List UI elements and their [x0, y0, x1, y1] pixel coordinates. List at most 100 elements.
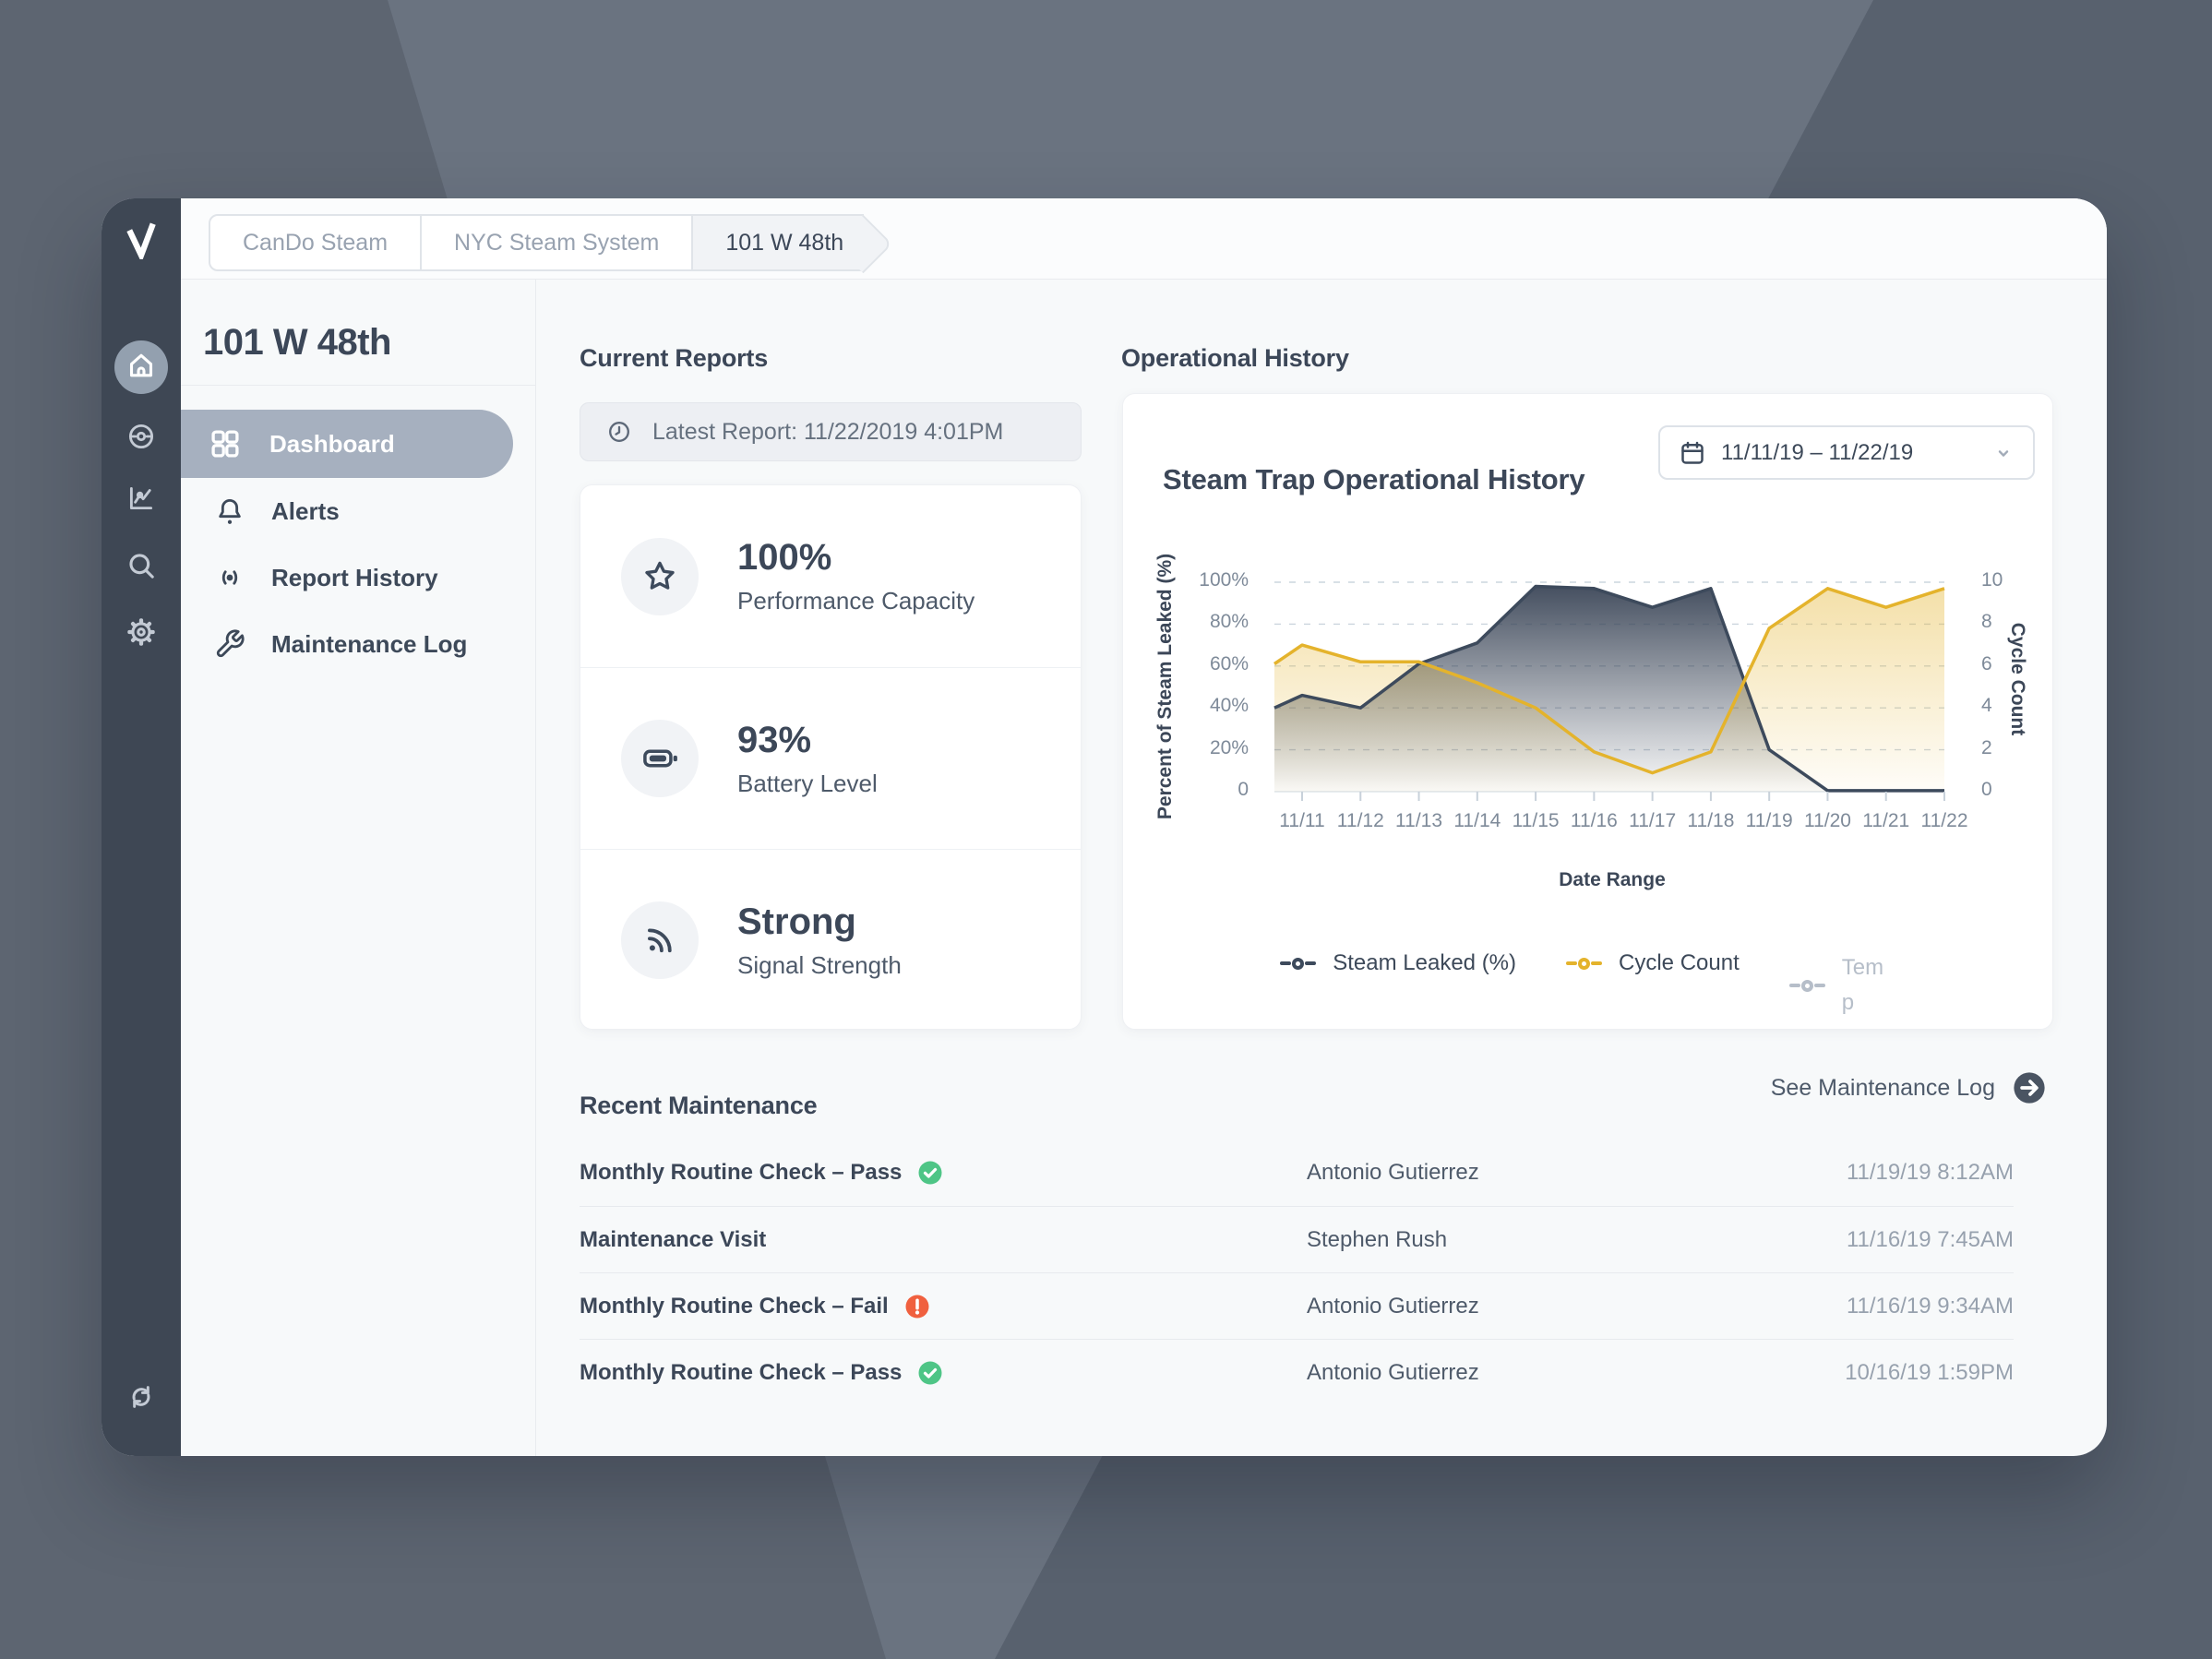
stat-signal-strength: Strong Signal Strength — [580, 849, 1081, 1031]
search-icon — [126, 550, 157, 586]
legend-item-cycle-count[interactable]: Cycle Count — [1566, 950, 1740, 976]
right-axis-label: Cycle Count — [2007, 622, 2028, 736]
refresh-icon — [126, 1382, 156, 1416]
stat-label: Battery Level — [737, 769, 878, 797]
maintenance-date: 11/19/19 8:12AM — [1846, 1160, 2014, 1185]
sidebar-gauge-button[interactable] — [117, 414, 165, 462]
maintenance-date: 11/16/19 9:34AM — [1846, 1293, 2014, 1319]
star-icon — [621, 537, 699, 615]
bell-icon — [214, 495, 245, 527]
axis-tick-label: 60% — [1209, 652, 1249, 674]
axis-tick-label: 2 — [1981, 736, 1992, 758]
gear-icon — [126, 616, 157, 652]
see-maintenance-log-link[interactable]: See Maintenance Log — [1771, 1068, 2047, 1108]
breadcrumb-cando-steam[interactable]: CanDo Steam — [209, 214, 423, 271]
steam-trap-chart: Percent of Steam Leaked (%) Cycle Count — [1123, 394, 2052, 1029]
alert-circle-icon — [903, 1293, 931, 1320]
maintenance-table: Monthly Routine Check – Pass Antonio Gut… — [580, 1140, 2014, 1405]
breadcrumb-bar: CanDo Steam NYC Steam System 101 W 48th — [181, 198, 2107, 280]
sidebar-analytics-button[interactable] — [117, 476, 165, 524]
grid-icon — [209, 427, 242, 460]
sidebar-home-button[interactable] — [114, 340, 168, 394]
legend-marker-icon — [1788, 979, 1825, 992]
maintenance-name: Maintenance Visit — [580, 1226, 767, 1252]
nav-item-dashboard[interactable]: Dashboard — [181, 410, 513, 478]
current-reports-heading: Current Reports — [580, 344, 769, 373]
axis-tick-label: 6 — [1981, 652, 1992, 674]
stat-label: Performance Capacity — [737, 587, 975, 615]
stat-battery-level: 93% Battery Level — [580, 667, 1081, 849]
chart-title: Steam Trap Operational History — [1163, 463, 1585, 495]
nav-item-alerts[interactable]: Alerts — [181, 478, 535, 544]
maintenance-name: Monthly Routine Check – Pass — [580, 1359, 903, 1385]
maintenance-person: Stephen Rush — [1307, 1226, 1448, 1252]
axis-tick-label: 0 — [1238, 779, 1249, 800]
table-row[interactable]: Monthly Routine Check – Pass Antonio Gut… — [580, 1140, 2014, 1206]
axis-tick-label: 100% — [1199, 569, 1249, 591]
legend-item-temp[interactable]: Temp — [1788, 950, 1895, 1021]
home-icon — [126, 350, 157, 386]
table-row[interactable]: Monthly Routine Check – Pass Antonio Gut… — [580, 1339, 2014, 1405]
cando-logo-icon — [126, 222, 157, 264]
broadcast-icon — [214, 562, 245, 593]
nav-item-report-history[interactable]: Report History — [181, 544, 535, 611]
battery-icon — [621, 720, 699, 797]
gauge-icon — [126, 421, 157, 457]
axis-tick-label: 11/15 — [1512, 810, 1560, 831]
chevron-down-icon — [1992, 442, 2015, 464]
stat-value: Strong — [737, 901, 856, 942]
legend-marker-icon — [1566, 957, 1603, 970]
axis-tick-label: 40% — [1209, 695, 1249, 717]
axis-tick-label: 10 — [1981, 569, 2003, 591]
recent-maintenance-heading: Recent Maintenance — [580, 1092, 818, 1120]
table-row[interactable]: Monthly Routine Check – Fail Antonio Gut… — [580, 1272, 2014, 1339]
line-chart-icon — [126, 483, 157, 519]
stat-value: 100% — [737, 537, 832, 578]
maintenance-person: Antonio Gutierrez — [1307, 1160, 1479, 1185]
sidebar-settings-button[interactable] — [117, 610, 165, 658]
app-window: CanDo Steam NYC Steam System 101 W 48th … — [102, 198, 2107, 1456]
dashboard-content: Current Reports Latest Report: 11/22/201… — [536, 280, 2107, 1456]
axis-tick-label: 20% — [1209, 736, 1249, 758]
table-row[interactable]: Maintenance Visit Stephen Rush 11/16/19 … — [580, 1206, 2014, 1272]
date-range-select[interactable]: 11/11/19 – 11/22/19 — [1658, 425, 2035, 480]
calendar-icon — [1679, 439, 1706, 467]
check-circle-icon — [916, 1159, 944, 1187]
sidebar-refresh-button[interactable] — [117, 1375, 165, 1423]
building-title: 101 W 48th — [203, 322, 391, 363]
breadcrumb-nyc-steam-system[interactable]: NYC Steam System — [420, 214, 694, 271]
panel-divider — [181, 385, 535, 386]
stat-performance-capacity: 100% Performance Capacity — [580, 485, 1081, 667]
legend-marker-icon — [1280, 957, 1317, 970]
nav-item-maintenance-log[interactable]: Maintenance Log — [181, 611, 535, 677]
icon-sidebar — [102, 198, 181, 1456]
nav-item-label: Maintenance Log — [271, 629, 468, 658]
axis-tick-label: 8 — [1981, 611, 1992, 633]
legend-label: Cycle Count — [1619, 950, 1740, 975]
axis-tick-label: 0 — [1981, 779, 1992, 800]
nav-item-label: Dashboard — [269, 429, 395, 458]
axis-tick-label: 11/20 — [1803, 810, 1851, 831]
maintenance-name: Monthly Routine Check – Fail — [580, 1293, 889, 1319]
axis-tick-label: 11/18 — [1687, 810, 1735, 831]
stats-card: 100% Performance Capacity 93% Battery Le… — [580, 484, 1082, 1030]
axis-tick-label: 11/17 — [1629, 810, 1677, 831]
check-circle-icon — [916, 1359, 944, 1387]
maintenance-person: Antonio Gutierrez — [1307, 1293, 1479, 1319]
nav-item-label: Report History — [271, 563, 438, 591]
axis-tick-label: 11/22 — [1920, 810, 1968, 831]
breadcrumb-101-w-48th[interactable]: 101 W 48th — [691, 214, 865, 271]
stat-label: Signal Strength — [737, 950, 902, 979]
axis-tick-label: 11/12 — [1336, 810, 1384, 831]
axis-tick-label: 11/14 — [1453, 810, 1501, 831]
legend-label: Temp — [1841, 955, 1884, 1016]
clock-icon — [606, 419, 632, 445]
legend-item-steam-leaked[interactable]: Steam Leaked (%) — [1280, 950, 1516, 976]
wrench-icon — [214, 628, 245, 660]
sidebar-search-button[interactable] — [117, 543, 165, 591]
latest-report-banner: Latest Report: 11/22/2019 4:01PM — [580, 402, 1082, 461]
latest-report-text: Latest Report: 11/22/2019 4:01PM — [652, 418, 1004, 445]
maintenance-name: Monthly Routine Check – Pass — [580, 1160, 903, 1185]
axis-tick-label: 4 — [1981, 695, 1992, 717]
